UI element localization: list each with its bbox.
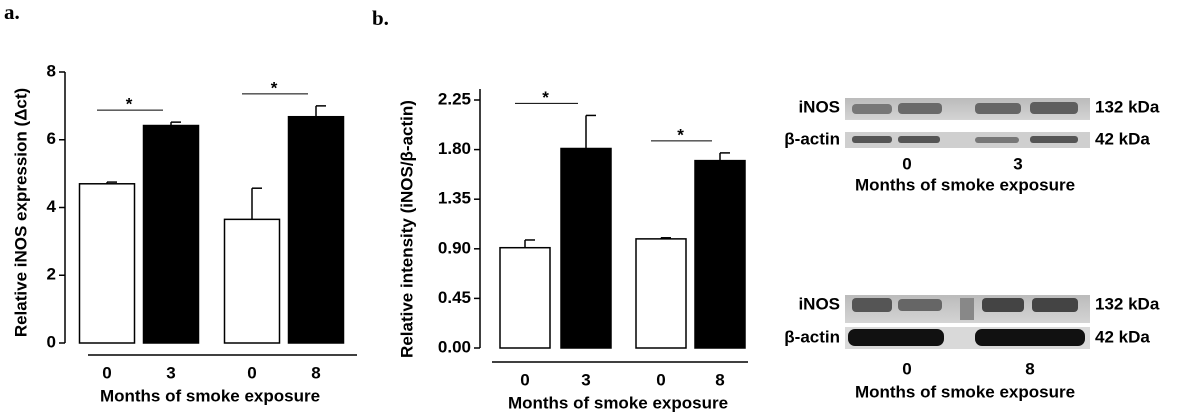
y-tick-label: 0 (47, 332, 56, 351)
bar (695, 161, 745, 348)
y-tick-label: 2 (47, 265, 56, 284)
figure: a. b. 0 2 4 6 8 0 3 0 8 * * Relative iNOS expressio… (0, 0, 1178, 412)
x-tick-label: 3 (166, 363, 175, 382)
panel-label: a. (4, 0, 20, 24)
y-tick-label: 4 (47, 197, 57, 216)
blot-image (845, 98, 1090, 349)
x-tick-label: 3 (581, 370, 590, 389)
bar (289, 117, 344, 343)
blot-size-label: 132 kDa (1095, 97, 1160, 116)
blot-group-label: 0 (902, 154, 911, 173)
blot-size-label: 132 kDa (1095, 294, 1160, 313)
error-bar (316, 106, 326, 117)
blot-x-title: Months of smoke exposure (855, 382, 1075, 401)
x-tick-label: 0 (102, 363, 111, 382)
x-axis-title: Months of smoke exposure (100, 386, 320, 405)
x-tick-label: 0 (520, 370, 529, 389)
bar (636, 239, 686, 348)
x-axis-title: Months of smoke exposure (508, 393, 728, 412)
bar (80, 184, 135, 343)
blot-group-label: 8 (1025, 359, 1034, 378)
blot-group-label: 3 (1013, 154, 1022, 173)
significance-label: * (271, 78, 278, 97)
x-tick-label: 0 (247, 363, 256, 382)
y-tick-label: 1.80 (438, 139, 471, 158)
x-tick-label: 8 (311, 363, 320, 382)
bar (561, 148, 611, 348)
bar (225, 219, 280, 343)
error-bar (586, 115, 596, 148)
y-tick-label: 0.45 (438, 288, 471, 307)
y-axis-title: Relative intensity (iNOS/β-actin) (397, 100, 416, 358)
blot-group-label: 0 (902, 359, 911, 378)
blot-row-label: iNOS (798, 97, 840, 116)
y-tick-label: 0.00 (438, 337, 471, 356)
y-axis-title: Relative iNOS expression (Δct) (11, 88, 30, 337)
bar (144, 126, 199, 343)
bar (500, 248, 550, 348)
blot-row-label: β-actin (784, 129, 840, 148)
significance-label: * (542, 88, 549, 107)
error-bar (252, 188, 262, 219)
blot-size-label: 42 kDa (1095, 129, 1150, 148)
blot-x-title: Months of smoke exposure (855, 175, 1075, 194)
y-tick-label: 8 (47, 61, 56, 80)
x-tick-label: 8 (715, 370, 724, 389)
y-tick-label: 6 (47, 129, 56, 148)
y-tick-label: 2.25 (438, 89, 471, 108)
error-bar (525, 240, 535, 248)
y-tick-label: 0.90 (438, 238, 471, 257)
x-tick-label: 0 (656, 370, 665, 389)
y-tick-label: 1.35 (438, 189, 471, 208)
blot-row-label: iNOS (798, 294, 840, 313)
blot-row-label: β-actin (784, 327, 840, 346)
significance-label: * (126, 95, 133, 114)
significance-label: * (677, 125, 684, 144)
panel-label: b. (372, 6, 389, 30)
blot-size-label: 42 kDa (1095, 327, 1150, 346)
error-bar (720, 153, 730, 161)
